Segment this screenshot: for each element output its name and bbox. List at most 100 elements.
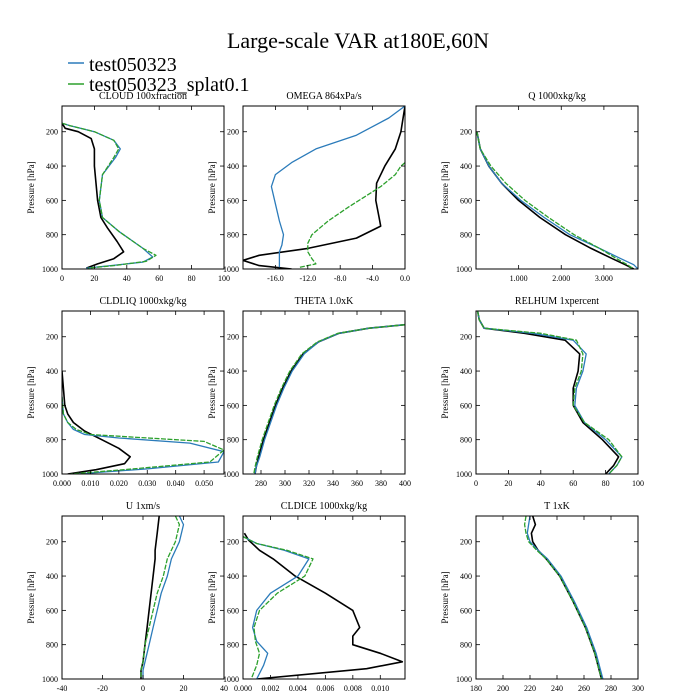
y-tick-label: 800	[460, 641, 472, 650]
x-tick-label: 0.030	[138, 479, 156, 488]
series-line-test050323-splat0-1	[62, 396, 224, 474]
y-tick-label: 800	[227, 436, 239, 445]
x-tick-label: 200	[497, 684, 509, 693]
y-tick-label: 400	[227, 572, 239, 581]
legend: test050323 test050323_splat0.1	[68, 54, 250, 96]
panel-8: CLDICE 1000xkg/kg Pressure [hPa] 200 400 600…	[207, 501, 406, 693]
series-line-test050323-splat0-1	[523, 516, 603, 679]
series-line-test050323-splat0-1	[140, 516, 181, 679]
y-tick-label: 200	[46, 538, 58, 547]
x-tick-label: 360	[351, 479, 363, 488]
x-tick-label: 40	[123, 274, 131, 283]
x-tick-label: 1.000	[510, 274, 528, 283]
x-tick-label: 220	[524, 684, 536, 693]
y-tick-label: 600	[460, 196, 472, 205]
y-tick-label: 800	[460, 436, 472, 445]
y-tick-label: 400	[227, 162, 239, 171]
plot-frame	[242, 105, 406, 270]
legend-label-1: test050323_splat0.1	[89, 74, 250, 96]
y-tick-label: 400	[46, 367, 58, 376]
y-axis-label: Pressure [hPa]	[26, 366, 36, 418]
series-line-test050323	[142, 516, 185, 679]
y-tick-label: 400	[46, 162, 58, 171]
y-tick-label: 200	[460, 538, 472, 547]
panel-title: U 1xm/s	[126, 501, 160, 512]
y-axis-label: Pressure [hPa]	[440, 161, 450, 213]
x-tick-label: -20	[97, 684, 108, 693]
y-tick-label: 800	[46, 231, 58, 240]
series-line-control	[530, 516, 603, 679]
y-tick-label: 400	[460, 367, 472, 376]
panel-title: OMEGA 864xPa/s	[286, 91, 361, 102]
series-line-test050323	[243, 536, 310, 679]
y-tick-label: 200	[460, 128, 472, 137]
panel-title: CLDLIQ 1000xkg/kg	[100, 296, 187, 307]
panel-4: CLDLIQ 1000xkg/kg Pressure [hPa] 200 400 600…	[26, 296, 225, 488]
x-tick-label: 40	[537, 479, 545, 488]
y-tick-label: 1000	[42, 470, 58, 479]
x-tick-label: 2.000	[552, 274, 570, 283]
panel-title: CLOUD 100xfraction	[99, 91, 187, 102]
y-tick-label: 800	[227, 641, 239, 650]
series-line-control	[243, 532, 404, 679]
y-tick-label: 200	[227, 128, 239, 137]
plot-frame	[242, 310, 406, 475]
y-tick-label: 600	[227, 196, 239, 205]
x-tick-label: 280	[605, 684, 617, 693]
series-line-test050323-splat0-1	[243, 536, 314, 679]
y-tick-label: 800	[46, 641, 58, 650]
y-tick-label: 1000	[456, 470, 472, 479]
x-tick-label: 0.006	[316, 684, 334, 693]
x-tick-label: 20	[90, 274, 98, 283]
x-tick-label: 0.000	[53, 479, 71, 488]
series-line-control	[476, 131, 635, 269]
x-tick-label: 20	[504, 479, 512, 488]
x-tick-label: 300	[632, 684, 644, 693]
y-tick-label: 600	[227, 606, 239, 615]
x-tick-label: 340	[327, 479, 339, 488]
x-tick-label: 0	[474, 479, 478, 488]
panel-title: T 1xK	[544, 501, 570, 512]
x-tick-label: 40	[220, 684, 228, 693]
x-tick-label: 100	[218, 274, 230, 283]
series-line-test050323	[270, 106, 405, 268]
plot-frame	[242, 515, 406, 680]
series-line-test050323-splat0-1	[299, 162, 405, 268]
x-tick-label: -4.0	[366, 274, 379, 283]
series-line-test050323-splat0-1	[476, 131, 635, 269]
panel-title: CLDICE 1000xkg/kg	[281, 501, 367, 512]
y-axis-label: Pressure [hPa]	[207, 161, 217, 213]
y-tick-label: 600	[227, 401, 239, 410]
series-line-control	[243, 106, 405, 269]
x-tick-label: 80	[602, 479, 610, 488]
panel-title: THETA 1.0xK	[295, 296, 354, 307]
y-tick-label: 200	[227, 333, 239, 342]
y-tick-label: 1000	[42, 675, 58, 684]
x-tick-label: 260	[578, 684, 590, 693]
y-tick-label: 600	[460, 606, 472, 615]
panel-title: RELHUM 1xpercent	[515, 296, 599, 307]
x-tick-label: 80	[188, 274, 196, 283]
x-tick-label: 60	[569, 479, 577, 488]
x-tick-label: 0.002	[261, 684, 279, 693]
y-tick-label: 200	[46, 333, 58, 342]
series-line-control	[62, 122, 125, 269]
x-tick-label: 3.000	[595, 274, 613, 283]
x-tick-label: 240	[551, 684, 563, 693]
y-axis-label: Pressure [hPa]	[207, 571, 217, 623]
panel-5: THETA 1.0xK Pressure [hPa] 200 400 600 800 100…	[207, 296, 411, 488]
x-tick-label: 0.020	[110, 479, 128, 488]
y-axis-label: Pressure [hPa]	[440, 571, 450, 623]
y-tick-label: 200	[46, 128, 58, 137]
plot-frame	[61, 515, 225, 680]
panel-title: Q 1000xkg/kg	[528, 91, 586, 102]
y-tick-label: 800	[46, 436, 58, 445]
y-tick-label: 600	[46, 606, 58, 615]
series-line-test050323-splat0-1	[476, 311, 623, 474]
y-tick-label: 1000	[456, 675, 472, 684]
x-tick-label: 0	[141, 684, 145, 693]
panel-2: OMEGA 864xPa/s Pressure [hPa] 200 400 600 800…	[207, 91, 410, 283]
